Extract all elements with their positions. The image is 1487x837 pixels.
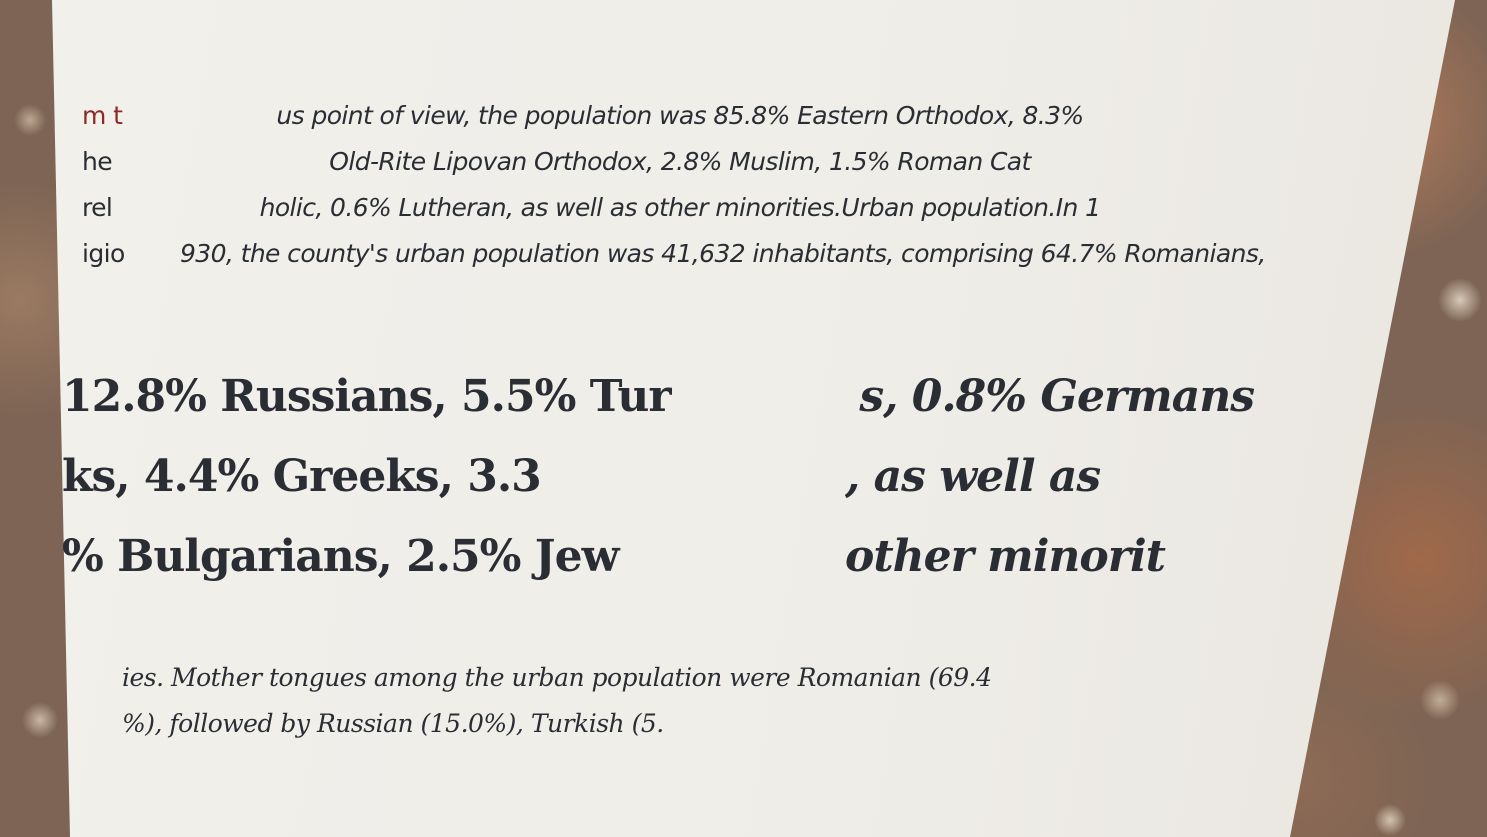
large-left-line-3: % Bulgarians, 2.5% Jew (62, 531, 619, 582)
top-paragraph: us point of view, the population was 85.… (180, 93, 1266, 277)
large-right-line-1: s, 0.8% Germans (845, 371, 1255, 422)
left-line-4: igio (82, 239, 125, 268)
top-line-1: us point of view, the population was 85.… (276, 101, 1084, 130)
large-left-line-1: 12.8% Russians, 5.5% Tur (62, 371, 672, 422)
top-line-3: holic, 0.6% Lutheran, as well as other m… (259, 193, 1101, 222)
bottom-paragraph: ies. Mother tongues among the urban popu… (122, 655, 992, 747)
bottom-line-1: ies. Mother tongues among the urban popu… (122, 663, 992, 692)
left-line-3: rel (82, 193, 113, 222)
large-right-line-2: , as well as (845, 451, 1101, 502)
large-right-block: s, 0.8% Germans , as well as other minor… (845, 357, 1255, 597)
bottom-line-2: %), followed by Russian (15.0%), Turkish… (122, 709, 664, 738)
left-line-2: he (82, 147, 113, 176)
large-left-block: 12.8% Russians, 5.5% Tur ks, 4.4% Greeks… (62, 357, 672, 597)
large-right-line-3: other minorit (845, 531, 1166, 582)
top-line-2: Old-Rite Lipovan Orthodox, 2.8% Muslim, … (329, 147, 1031, 176)
left-column: m t he rel igio (82, 93, 125, 277)
top-line-4: 930, the county's urban population was 4… (180, 239, 1266, 268)
large-left-line-2: ks, 4.4% Greeks, 3.3 (62, 451, 542, 502)
left-line-1: m t (82, 101, 123, 130)
